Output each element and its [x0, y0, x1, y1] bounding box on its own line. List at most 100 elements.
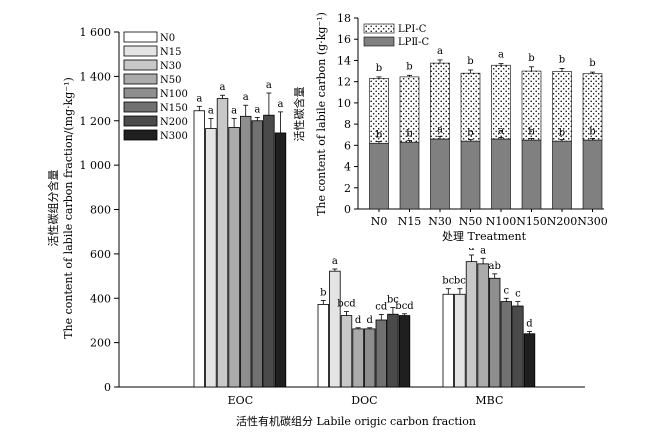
main-legend-label: N300 — [160, 131, 188, 142]
main-sig-letter: a — [480, 245, 486, 256]
inset-y-label-cn: 活性碳含量 — [292, 87, 306, 142]
inset-category-label: N50 — [459, 215, 483, 228]
inset-sig-letter: a — [498, 125, 504, 136]
main-y-tick-label: 1 600 — [80, 26, 112, 39]
main-legend-swatch — [123, 101, 158, 113]
inset-sig-letter: b — [559, 127, 565, 138]
main-y-tick-label: 200 — [90, 337, 111, 350]
inset-legend-label-lp1: LPⅠ-C — [398, 24, 427, 35]
main-legend-swatch — [123, 115, 158, 127]
main-sig-letter: a — [196, 93, 202, 104]
main-bar — [500, 301, 513, 388]
main-y-label-en: The content of labile carbon fraction/(m… — [62, 77, 75, 339]
main-sig-letter: bc — [454, 276, 466, 287]
main-bar — [274, 132, 287, 388]
main-bar — [398, 315, 411, 388]
inset-sig-letter: a — [437, 124, 443, 135]
main-sig-letter: bcd — [337, 299, 356, 310]
inset-y-tick-label: 0 — [344, 203, 351, 216]
main-sig-letter: a — [332, 256, 338, 267]
main-sig-letter: a — [254, 104, 260, 115]
inset-sig-letter: b — [406, 61, 412, 72]
inset-sig-letter: b — [589, 58, 595, 69]
main-sig-letter: c — [515, 289, 521, 300]
inset-legend-label-lp2: LPⅡ-C — [398, 37, 430, 48]
inset-bar-lp2 — [491, 138, 511, 210]
main-y-tick-label: 600 — [90, 248, 111, 261]
inset-bar-lp2 — [430, 138, 450, 210]
main-bar — [228, 127, 240, 388]
inset-y-tick-label: 12 — [337, 76, 351, 89]
main-sig-letter: c — [503, 285, 509, 296]
inset-sig-letter: b — [589, 126, 595, 137]
main-legend-label: N150 — [160, 103, 188, 114]
main-bar — [488, 277, 501, 388]
inset-sig-letter: b — [406, 129, 412, 140]
main-y-tick-label: 1 200 — [80, 115, 112, 128]
main-legend-swatch — [123, 87, 158, 99]
main-bar — [239, 115, 252, 388]
main-bar — [340, 315, 353, 388]
main-category-label: DOC — [351, 394, 377, 407]
main-sig-letter: d — [526, 319, 533, 330]
main-legend-swatch — [123, 129, 158, 141]
main-sig-letter: d — [355, 315, 362, 326]
inset-y-tick-label: 2 — [344, 182, 351, 195]
inset-y-tick-label: 16 — [337, 33, 351, 46]
inset-sig-letter: a — [498, 50, 504, 61]
main-bar — [375, 319, 388, 388]
main-bar — [251, 120, 264, 388]
main-bar — [442, 293, 455, 388]
main-legend-label: N30 — [160, 61, 181, 72]
main-y-label-cn: 活性碳组分含量 — [46, 170, 60, 247]
inset-sig-letter: b — [376, 130, 382, 141]
main-sig-letter: a — [208, 106, 214, 117]
main-bar — [465, 261, 478, 388]
inset-category-label: N0 — [371, 215, 388, 228]
inset-bar-lp2 — [582, 139, 603, 210]
main-bar — [329, 270, 341, 388]
inset-bar-lp2 — [369, 142, 389, 210]
main-bar — [352, 328, 364, 388]
inset-sig-letter: b — [376, 63, 382, 74]
inset-y-tick-label: 18 — [337, 12, 351, 25]
main-bar — [387, 313, 399, 388]
main-legend-label: N0 — [160, 33, 175, 44]
inset-y-tick-label: 14 — [337, 54, 351, 67]
inset-bar-lp2 — [399, 141, 420, 210]
main-bar — [477, 263, 489, 388]
main-category-label: EOC — [228, 394, 253, 407]
main-x-label: 活性有机碳组分 Labile origic carbon fraction — [236, 414, 476, 428]
main-y-tick-label: 800 — [90, 204, 111, 217]
inset-category-label: N30 — [428, 215, 452, 228]
inset-category-label: N300 — [577, 215, 608, 228]
inset-bar-lp2 — [460, 140, 481, 210]
inset-sig-letter: a — [437, 46, 443, 57]
main-sig-letter: a — [220, 82, 226, 93]
main-legend-label: N200 — [160, 117, 188, 128]
main-bar — [193, 110, 206, 388]
main-bar — [216, 98, 229, 388]
main-bar — [263, 114, 275, 388]
inset-sig-letter: b — [467, 56, 473, 67]
inset-y-tick-label: 10 — [337, 97, 351, 110]
inset-category-label: N15 — [398, 215, 422, 228]
inset-sig-letter: b — [467, 127, 473, 138]
inset-legend-swatch-lp2 — [363, 36, 395, 47]
inset-y-label-en: The content of labile carbon (g·kg⁻¹) — [315, 12, 328, 216]
main-sig-letter: a — [266, 80, 272, 91]
main-legend-label: N50 — [160, 75, 181, 86]
main-y-tick-label: 1 400 — [80, 70, 112, 83]
main-y-tick-label: 400 — [90, 292, 111, 305]
main-legend-label: N15 — [160, 47, 181, 58]
main-y-tick-label: 1 000 — [80, 159, 112, 172]
main-category-label: MBC — [475, 394, 503, 407]
main-bar — [363, 328, 376, 388]
main-sig-letter: cd — [375, 301, 388, 312]
main-sig-letter: b — [320, 287, 326, 298]
main-legend-label: N100 — [160, 89, 188, 100]
main-sig-letter: bc — [387, 295, 399, 306]
main-sig-letter: bc — [442, 276, 454, 287]
inset-category-label: N100 — [486, 215, 517, 228]
